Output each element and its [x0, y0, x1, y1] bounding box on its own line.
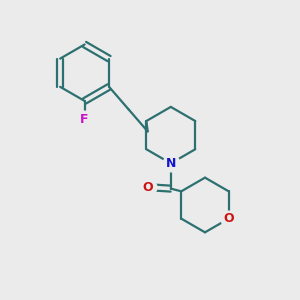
- Text: N: N: [166, 157, 176, 170]
- Text: O: O: [224, 212, 234, 225]
- Text: O: O: [142, 181, 153, 194]
- Text: F: F: [80, 113, 89, 126]
